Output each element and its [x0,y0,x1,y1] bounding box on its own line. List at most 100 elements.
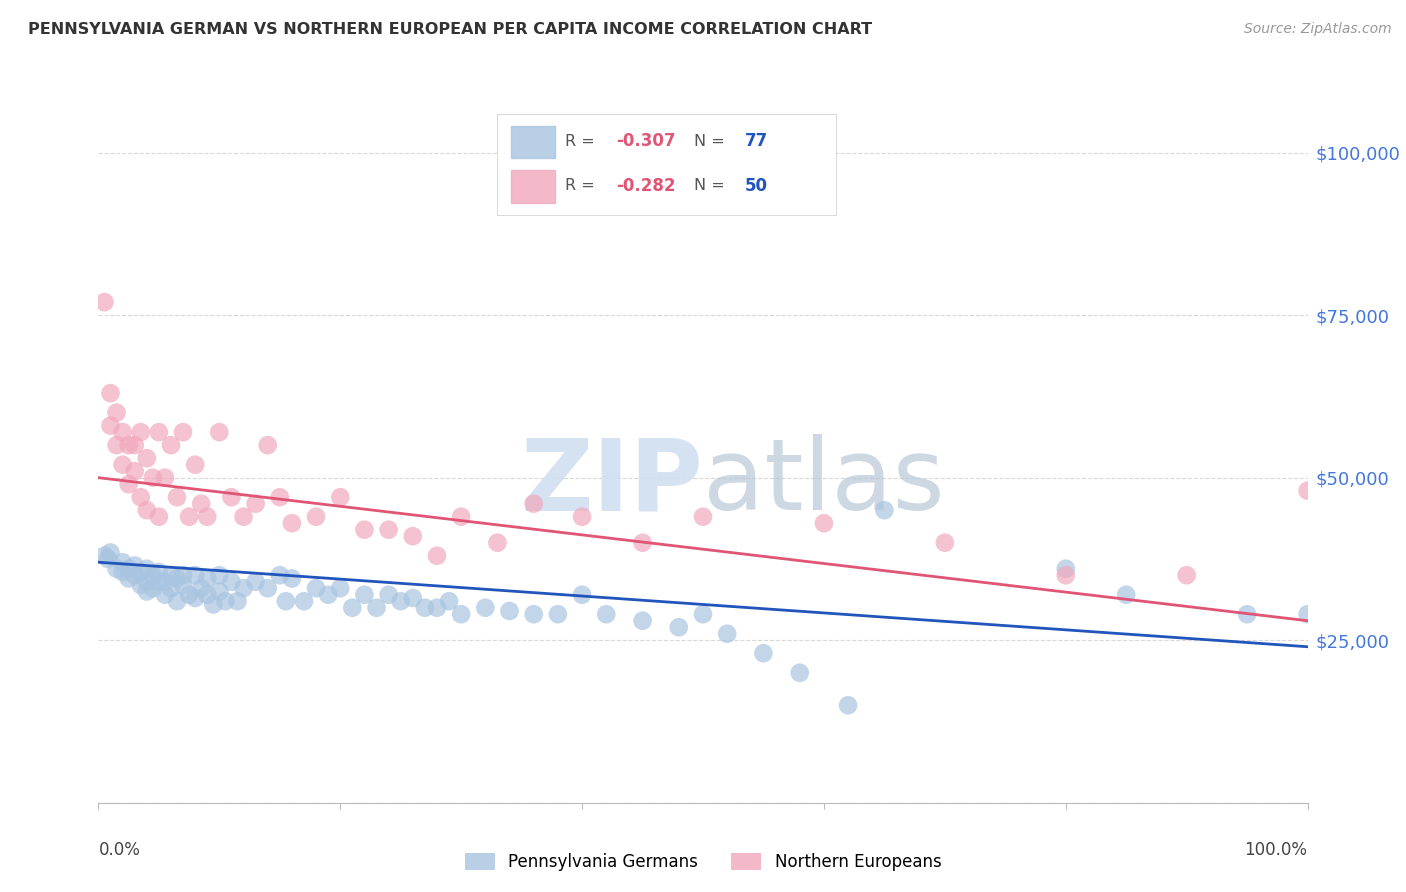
Point [118,562,141,576]
Point [179,588,201,602]
Point [1296,483,1319,498]
Point [142,581,165,595]
Point [342,600,364,615]
Point [166,572,188,586]
Point [111,565,134,579]
Point [245,574,267,589]
Point [111,458,134,472]
Point [426,549,449,563]
Point [184,591,207,605]
Point [389,594,412,608]
Point [413,600,436,615]
Point [100,418,122,433]
Point [129,490,152,504]
Point [124,438,146,452]
Point [716,626,738,640]
Point [93,295,115,310]
Point [1296,607,1319,622]
Point [118,572,141,586]
Point [124,568,146,582]
Point [523,607,546,622]
Text: 100.0%: 100.0% [1244,841,1308,859]
Point [93,549,115,563]
Point [97,552,120,566]
Point [547,607,569,622]
Point [1236,607,1258,622]
Point [437,594,460,608]
Point [232,509,254,524]
Point [316,588,339,602]
Point [232,581,254,595]
Point [160,438,183,452]
Point [105,406,128,420]
Point [184,568,207,582]
Point [269,568,291,582]
Y-axis label: Per Capita Income: Per Capita Income [0,379,8,531]
Point [631,535,654,549]
Point [148,574,170,589]
Point [148,565,170,579]
Point [226,594,249,608]
Point [105,438,128,452]
Point [184,458,207,472]
Point [111,425,134,439]
Point [595,607,617,622]
Point [129,425,152,439]
Point [631,614,654,628]
Text: ZIP: ZIP [520,434,703,532]
Point [450,607,472,622]
Point [934,535,956,549]
Point [498,604,520,618]
Point [208,568,231,582]
Point [789,665,811,680]
Point [142,568,165,582]
Point [221,574,243,589]
Point [1175,568,1198,582]
Point [329,581,352,595]
Point [668,620,690,634]
Point [135,451,157,466]
Point [1054,562,1077,576]
Point [202,598,225,612]
Text: PENNSYLVANIA GERMAN VS NORTHERN EUROPEAN PER CAPITA INCOME CORRELATION CHART: PENNSYLVANIA GERMAN VS NORTHERN EUROPEAN… [28,22,872,37]
Point [142,471,165,485]
Point [221,490,243,504]
Point [274,594,297,608]
Point [118,477,141,491]
Point [208,425,231,439]
Point [305,509,328,524]
Point [377,588,399,602]
Point [166,594,188,608]
Point [153,574,176,589]
Point [692,607,714,622]
Point [135,562,157,576]
Point [195,572,218,586]
Point [135,574,157,589]
Point [124,558,146,573]
Text: 0.0%: 0.0% [98,841,141,859]
Point [752,646,775,660]
Point [353,588,375,602]
Point [195,509,218,524]
Point [129,578,152,592]
Point [256,438,278,452]
Legend: Pennsylvania Germans, Northern Europeans: Pennsylvania Germans, Northern Europeans [458,847,948,878]
Point [118,438,141,452]
Point [366,600,388,615]
Point [148,509,170,524]
Point [195,588,218,602]
Point [486,535,509,549]
Point [100,545,122,559]
Point [153,471,176,485]
Point [208,584,231,599]
Point [135,503,157,517]
Point [105,562,128,576]
Point [1115,588,1137,602]
Point [135,584,157,599]
Point [166,490,188,504]
Point [179,509,201,524]
Point [153,588,176,602]
Point [281,516,304,531]
Point [1054,568,1077,582]
Point [292,594,315,608]
